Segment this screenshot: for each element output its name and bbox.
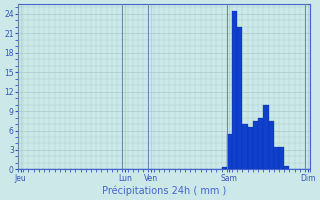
Bar	[258, 118, 263, 169]
Bar	[253, 121, 258, 169]
Bar	[263, 105, 268, 169]
Bar	[237, 27, 243, 169]
Bar	[279, 147, 284, 169]
Bar	[221, 167, 227, 169]
Bar	[227, 134, 232, 169]
Bar	[248, 127, 253, 169]
Bar	[268, 121, 274, 169]
Bar	[243, 124, 248, 169]
Bar	[232, 11, 237, 169]
Bar	[284, 166, 289, 169]
Bar	[274, 147, 279, 169]
X-axis label: Précipitations 24h ( mm ): Précipitations 24h ( mm )	[102, 185, 226, 196]
